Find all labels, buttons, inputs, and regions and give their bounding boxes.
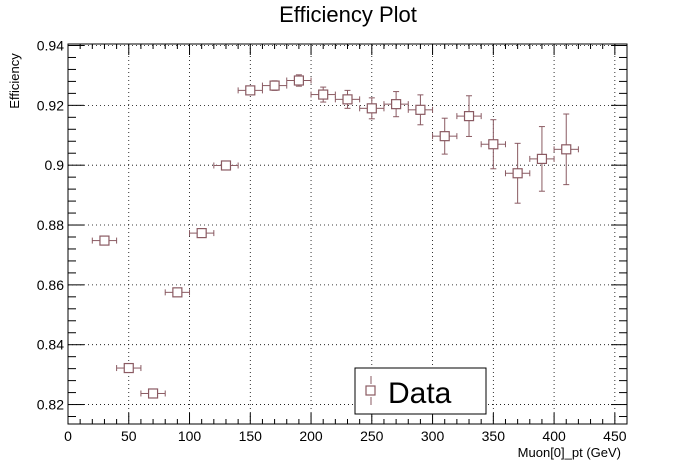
data-point	[164, 287, 191, 298]
x-tick-label: 0	[64, 428, 72, 444]
x-tick-label: 300	[421, 428, 445, 444]
data-series	[91, 74, 579, 399]
data-point	[116, 362, 142, 374]
data-point	[237, 85, 263, 96]
data-marker	[123, 362, 134, 374]
data-point	[261, 80, 288, 91]
legend-label: Data	[388, 377, 452, 410]
data-marker	[366, 103, 377, 114]
data-point	[529, 126, 555, 192]
data-point	[383, 91, 409, 118]
data-point	[91, 235, 118, 246]
x-tick-label: 250	[360, 428, 384, 444]
x-tick-label: 150	[239, 428, 263, 444]
data-marker	[439, 131, 450, 142]
x-tick-label: 450	[603, 428, 627, 444]
data-marker	[220, 160, 232, 171]
y-tick-label: 0.84	[37, 337, 64, 353]
x-tick-label: 50	[121, 428, 137, 444]
data-marker	[463, 111, 475, 122]
data-marker	[245, 85, 256, 96]
x-tick-label: 100	[178, 428, 202, 444]
data-marker	[99, 235, 110, 246]
y-axis-title: Efficiency	[7, 53, 22, 109]
data-marker	[488, 139, 499, 150]
data-marker	[172, 287, 183, 298]
y-tick-label: 0.94	[37, 37, 64, 53]
legend-marker	[365, 385, 376, 396]
data-point	[189, 228, 215, 239]
legend-box	[354, 367, 487, 415]
y-tick-label: 0.88	[37, 217, 64, 233]
y-tick-label: 0.82	[37, 397, 64, 413]
data-point	[456, 95, 482, 137]
data-marker	[561, 144, 572, 155]
data-marker	[269, 80, 280, 91]
data-marker	[391, 99, 402, 110]
data-point	[334, 89, 361, 109]
data-marker	[147, 388, 159, 399]
data-point	[553, 113, 579, 186]
y-tick-label: 0.92	[37, 97, 64, 113]
data-point	[480, 119, 506, 170]
data-marker	[415, 104, 426, 115]
data-point	[407, 94, 434, 126]
chart-title: Efficiency Plot	[279, 2, 417, 27]
data-marker	[293, 75, 304, 86]
x-tick-label: 350	[482, 428, 506, 444]
data-marker	[512, 168, 523, 179]
data-point	[140, 388, 166, 399]
y-tick-label: 0.86	[37, 277, 64, 293]
axes: 0 50 100 150 200 250 300 350 400 450 0.82 0.84 0.86 0…	[37, 37, 628, 444]
data-point	[286, 74, 312, 87]
data-marker	[196, 228, 207, 239]
data-marker	[536, 153, 548, 164]
data-point	[359, 97, 385, 120]
data-point	[432, 117, 458, 155]
legend: Data	[354, 367, 487, 415]
x-tick-label: 400	[542, 428, 566, 444]
data-marker	[342, 94, 353, 105]
data-point	[213, 160, 239, 171]
x-tick-label: 200	[299, 428, 323, 444]
data-point	[504, 142, 531, 204]
data-point	[310, 86, 336, 103]
y-tick-label: 0.9	[45, 157, 65, 173]
x-axis-title: Muon[0]_pt (GeV)	[518, 445, 621, 460]
data-marker	[318, 89, 329, 100]
